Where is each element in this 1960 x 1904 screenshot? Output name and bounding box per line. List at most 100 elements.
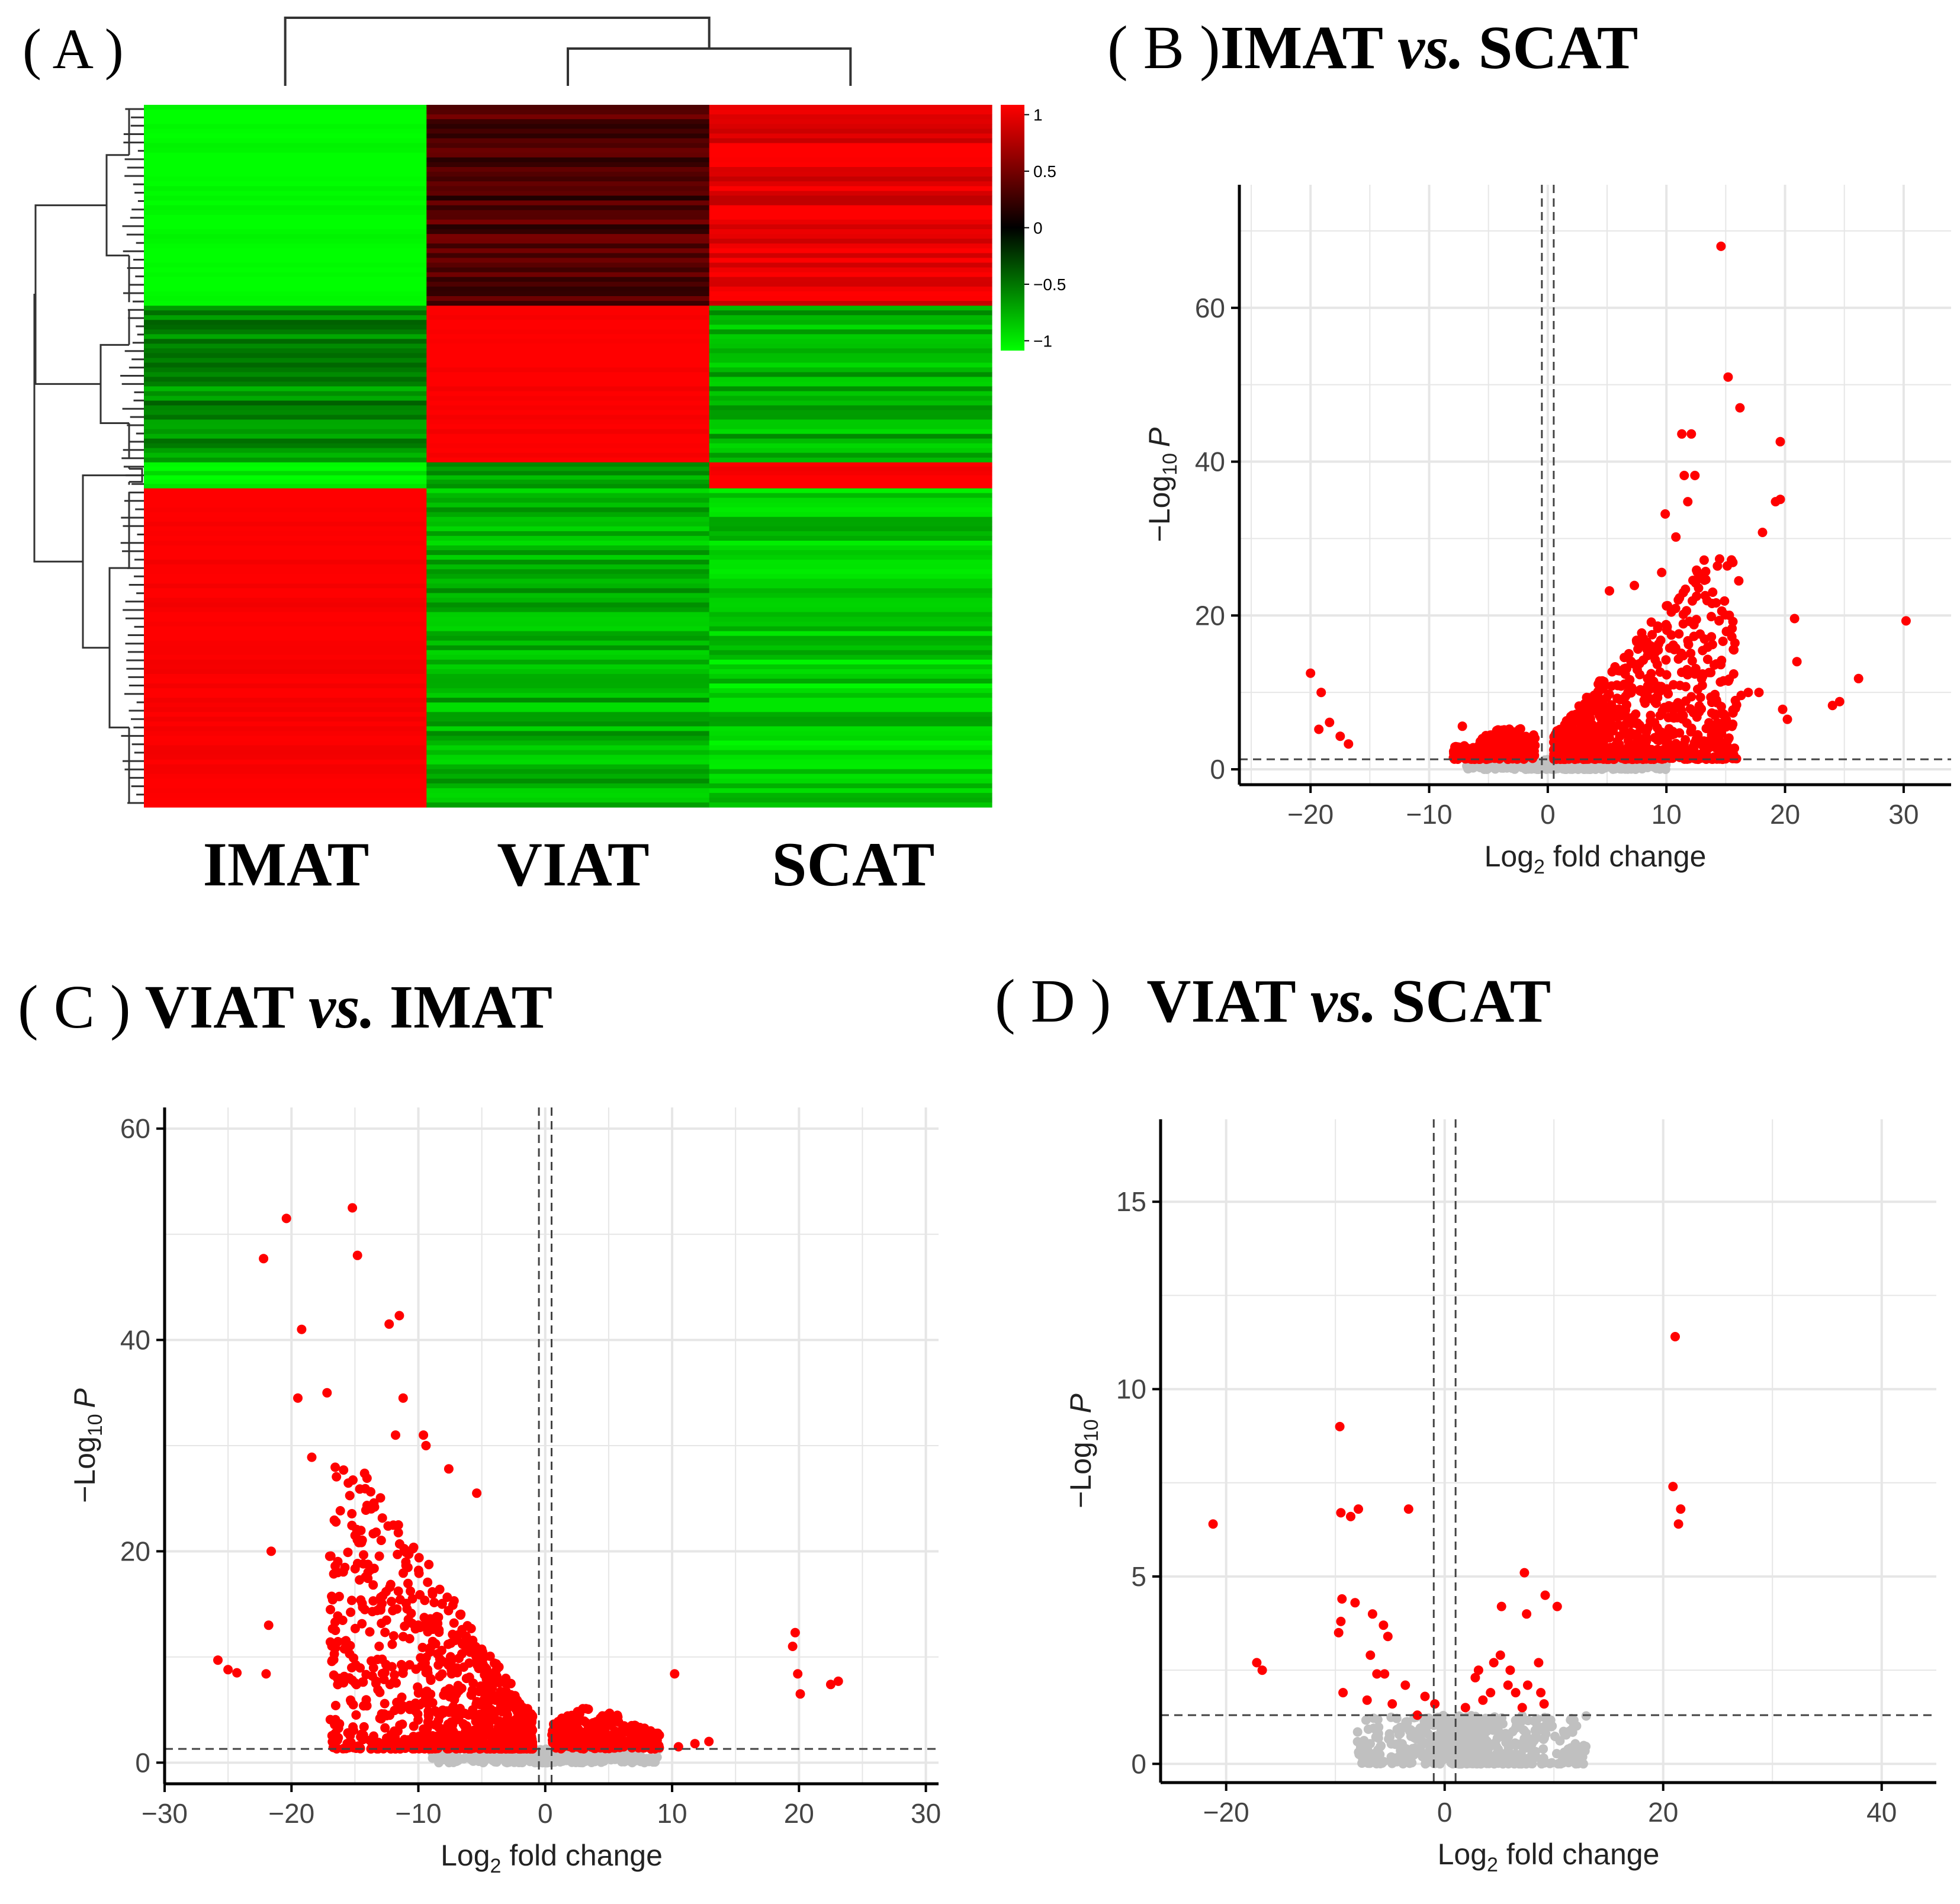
heatmap-cell — [144, 258, 427, 264]
significant-point — [387, 1639, 397, 1649]
significant-point — [1628, 754, 1638, 765]
y-axis-label: −Log10P — [68, 1388, 107, 1502]
heatmap-cell — [426, 593, 710, 598]
heatmap-cell — [144, 471, 427, 476]
heatmap-cell — [144, 516, 427, 522]
significant-point — [1687, 656, 1697, 666]
y-axis-label: −Log10P — [1064, 1393, 1103, 1508]
significant-point — [1610, 662, 1620, 672]
heatmap-cell — [709, 372, 992, 377]
significant-point — [434, 1625, 444, 1635]
significant-point — [333, 1568, 343, 1578]
significant-point — [1728, 705, 1738, 715]
significant-point — [1702, 654, 1712, 664]
panel-a-title: ( A ) — [23, 17, 124, 81]
significant-point — [420, 1658, 430, 1668]
heatmap-cell — [709, 262, 992, 268]
significant-point — [1504, 724, 1514, 734]
heatmap-cell — [144, 736, 427, 741]
heatmap-cell — [426, 550, 710, 556]
significant-point — [1350, 1598, 1360, 1608]
heatmap-cell — [709, 181, 992, 187]
significant-point — [472, 1647, 482, 1657]
significant-point — [423, 1577, 433, 1587]
heatmap-cell — [426, 343, 710, 349]
heatmap-cell — [144, 479, 427, 484]
heatmap-cell — [144, 181, 427, 187]
significant-point — [487, 1683, 497, 1693]
heatmap-cell — [709, 243, 992, 249]
heatmap-cell — [426, 167, 710, 172]
heatmap-cell — [426, 740, 710, 746]
heatmap-cell — [144, 334, 427, 339]
heatmap-cell — [709, 507, 992, 513]
significant-point — [1486, 1688, 1496, 1698]
significant-point — [423, 1710, 433, 1720]
heatmap-cell — [709, 721, 992, 727]
significant-point — [1699, 634, 1710, 644]
nonsignificant-point — [1541, 1729, 1551, 1739]
heatmap-cell — [144, 598, 427, 603]
heatmap-cell — [144, 683, 427, 689]
significant-point — [1707, 612, 1716, 622]
heatmap-cell — [709, 688, 992, 693]
heatmap-cell — [144, 210, 427, 216]
heatmap-cell — [709, 783, 992, 789]
significant-point — [297, 1324, 307, 1334]
heatmap-cell — [709, 574, 992, 579]
heatmap-cell — [426, 272, 710, 278]
heatmap-cell — [426, 147, 710, 153]
panel-b-title-vs: vs. — [1397, 14, 1464, 82]
heatmap-cell — [426, 726, 710, 731]
significant-point — [372, 1606, 382, 1616]
significant-point — [335, 1506, 345, 1516]
significant-point — [1792, 657, 1802, 667]
significant-point — [1697, 669, 1707, 679]
significant-point — [513, 1698, 523, 1709]
heatmap-cell — [426, 410, 710, 416]
heatmap-cell — [709, 419, 992, 425]
heatmap-cell — [426, 702, 710, 708]
heatmap-cell — [709, 315, 992, 320]
x-tick-label: 30 — [911, 1798, 941, 1829]
significant-point — [567, 1738, 577, 1748]
heatmap-cell — [426, 181, 710, 187]
heatmap-cell — [144, 277, 427, 282]
nonsignificant-point — [650, 1755, 660, 1765]
heatmap-cell — [144, 797, 427, 803]
nonsignificant-point — [1532, 1720, 1542, 1730]
significant-point — [1496, 1601, 1506, 1611]
heatmap-cell — [426, 262, 710, 268]
significant-point — [1681, 735, 1691, 745]
significant-point — [1563, 751, 1573, 760]
significant-point — [1495, 1650, 1505, 1660]
heatmap-cell — [144, 602, 427, 608]
column-dendrogram — [284, 17, 852, 86]
panel-c-title: ( C ) VIAT vs. IMAT — [18, 973, 552, 1041]
row-dendrogram — [33, 108, 144, 804]
significant-point — [432, 1611, 442, 1622]
significant-point — [1667, 712, 1677, 723]
significant-point — [266, 1546, 276, 1556]
significant-point — [1652, 723, 1662, 733]
heatmap-cell — [426, 736, 710, 741]
nonsignificant-point — [1401, 1744, 1411, 1754]
nonsignificant-point — [1470, 1722, 1480, 1732]
heatmap-cell — [709, 635, 992, 641]
heatmap-cell — [709, 248, 992, 253]
significant-point — [355, 1743, 365, 1753]
nonsignificant-point — [1570, 1739, 1580, 1749]
significant-point — [1901, 616, 1911, 626]
heatmap-cell — [144, 702, 427, 708]
significant-point — [327, 1591, 337, 1601]
heatmap-cell — [709, 191, 992, 197]
heatmap-cell — [144, 507, 427, 513]
significant-point — [501, 1674, 511, 1683]
heatmap-cell — [709, 410, 992, 416]
heatmap-cell — [426, 248, 710, 253]
panel-b-title: ( B )IMAT vs. SCAT — [1107, 14, 1638, 82]
significant-point — [264, 1620, 274, 1630]
nonsignificant-point — [1547, 1758, 1557, 1768]
heatmap-cell — [426, 391, 710, 397]
significant-point — [526, 1726, 536, 1736]
